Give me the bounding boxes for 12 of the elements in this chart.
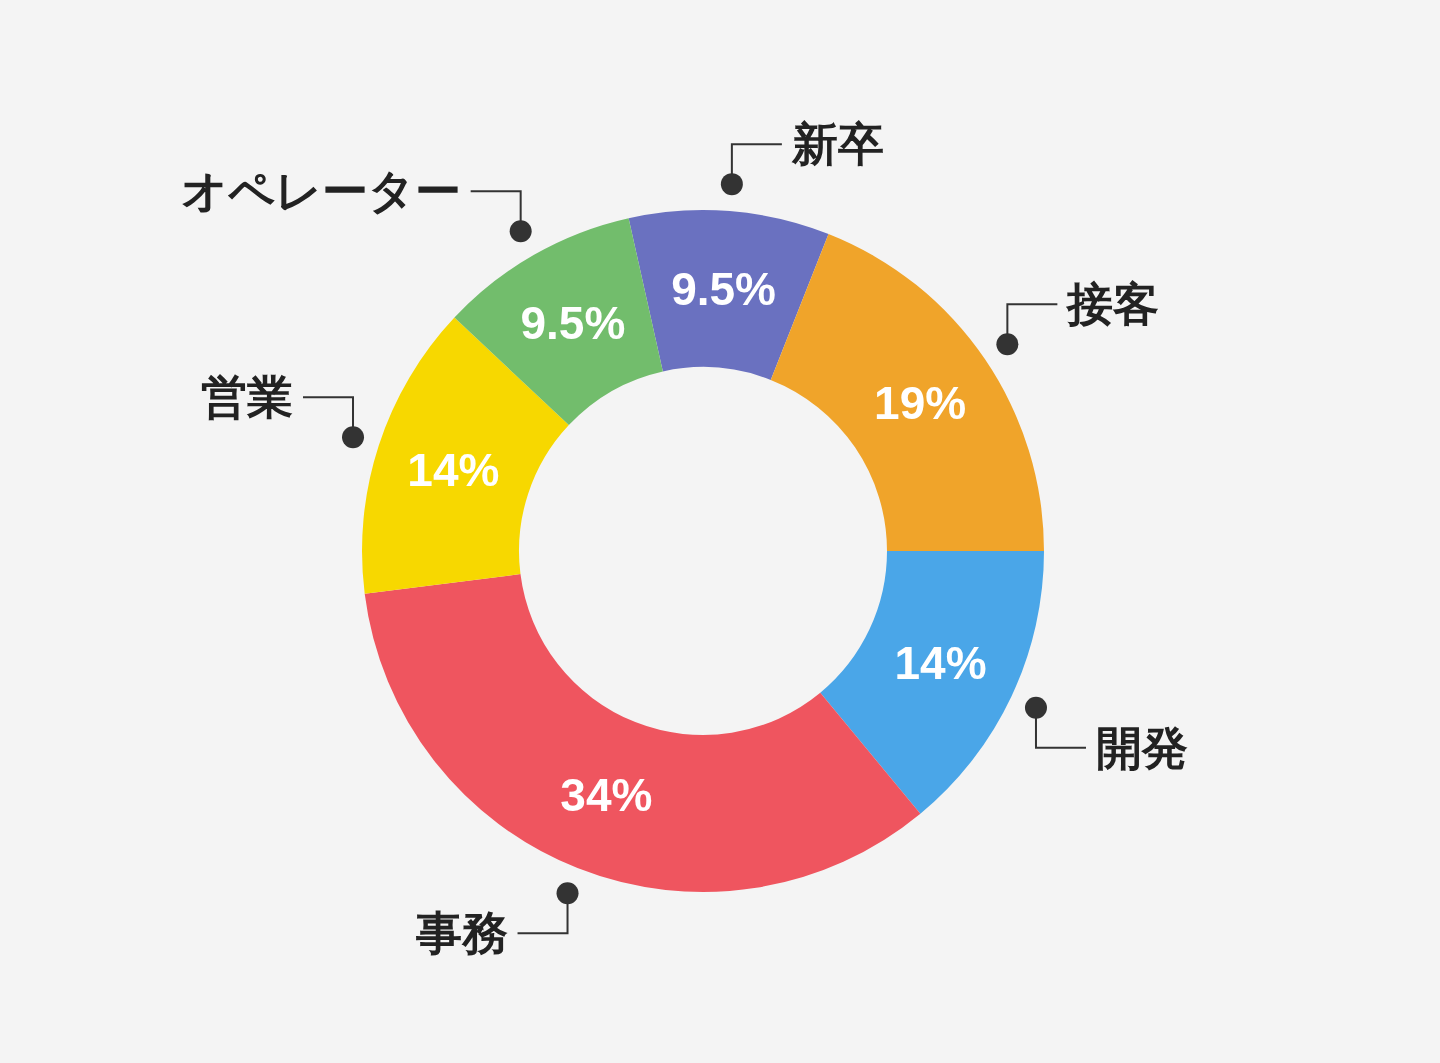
data-label: 14% bbox=[894, 636, 987, 689]
slice-label: 開発 bbox=[1095, 721, 1188, 774]
slice-label: 接客 bbox=[1065, 278, 1160, 331]
data-label: 9.5% bbox=[520, 296, 626, 349]
data-label: 14% bbox=[407, 443, 500, 496]
data-label: 19% bbox=[874, 377, 967, 430]
data-label: 9.5% bbox=[671, 263, 777, 316]
slice-label: オペレーター bbox=[180, 165, 461, 218]
slice-label: 事務 bbox=[414, 907, 508, 960]
data-label: 34% bbox=[560, 769, 653, 822]
slice-label: 新卒 bbox=[790, 118, 884, 171]
slice-label: 営業 bbox=[201, 371, 294, 424]
